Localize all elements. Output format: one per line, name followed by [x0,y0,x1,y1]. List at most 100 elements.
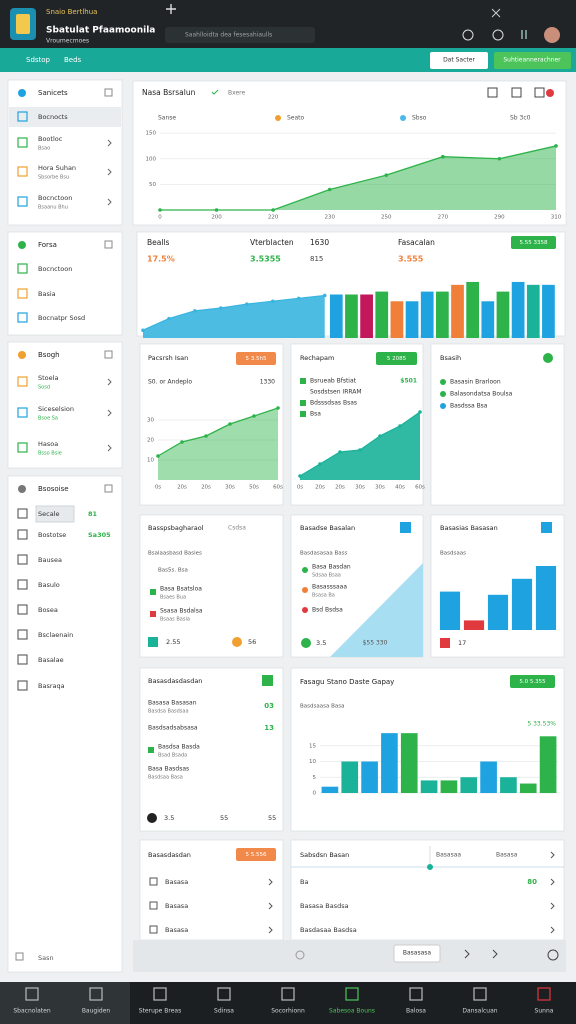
nav-item[interactable]: Bausea [38,556,62,564]
icon[interactable] [492,29,504,41]
address-bar[interactable] [165,27,315,43]
tab[interactable]: Basasa [496,852,518,859]
point [322,293,327,298]
list-item: Basdssa Bsa [450,403,488,410]
new-tab-icon[interactable] [166,4,176,14]
nav-item[interactable]: Siceselsion [38,405,74,413]
y-tick-label: 5 [313,775,317,781]
avatar[interactable] [544,27,560,43]
header-icon[interactable] [262,675,273,686]
taskbar-label[interactable]: Socorhionn [271,1008,305,1015]
taskbar-label[interactable]: Dansalcuan [462,1008,497,1015]
icon[interactable] [462,29,474,41]
nav-item[interactable]: Hasoa [38,440,58,448]
nav-item[interactable]: Bosea [38,606,58,614]
taskbar-label[interactable]: Sabesoa Bouns [329,1008,375,1015]
taskbar-label[interactable]: Baugiden [82,1008,111,1015]
y-tick-label: 10 [309,759,316,765]
settings-row[interactable]: Basasa Basdsa [300,902,349,910]
x-tick-label: 30s [375,485,385,491]
bar [539,736,557,793]
badge-label: 5 5.556 [246,852,267,858]
icon[interactable] [521,30,527,39]
nav-sub: Sbsorbe Bsu [38,175,69,181]
pager-button[interactable] [393,944,441,963]
primary-button[interactable] [494,52,571,69]
x-tick-label: 20s [177,485,187,491]
bar [329,294,343,338]
nav-sub: Bsso Bsie [38,451,62,457]
taskbar-icon[interactable] [25,987,39,1001]
menu-item[interactable]: Basasa [165,926,188,934]
taskbar-icon[interactable] [473,987,487,1001]
bar [405,301,419,338]
settings-row[interactable]: Ba [300,878,308,886]
close-icon[interactable] [491,8,501,18]
taskbar-icon[interactable] [281,987,295,1001]
collapse-icon[interactable] [104,350,113,359]
taskbar-icon[interactable] [153,987,167,1001]
nav-item[interactable]: Basulo [38,581,60,589]
header-icon[interactable] [487,87,498,98]
legend-dot [275,115,281,121]
nav-item[interactable]: Bootloc [38,135,63,143]
taskbar-label[interactable]: Sterupe Breas [139,1008,181,1015]
collapse-icon[interactable] [104,88,113,97]
taskbar-label[interactable]: Sunna [535,1008,554,1015]
secondary-button[interactable] [430,52,488,69]
taskbar-icon[interactable] [345,987,359,1001]
nav-item[interactable]: Bocnctoon [38,194,72,202]
collapse-icon[interactable] [104,484,113,493]
badge [236,352,276,365]
footer-value: 17 [458,639,466,647]
card-title: Basadse Basalan [300,524,355,532]
item-icon [17,312,28,323]
taskbar-icon[interactable] [537,987,551,1001]
card-action[interactable]: Csdsa [228,525,246,532]
tab[interactable]: Basasaa [436,852,461,859]
button-label[interactable]: Dat Sacter [443,57,475,64]
menu-item[interactable]: Basasa [165,902,188,910]
header-icon[interactable] [541,522,552,533]
toolbar-link[interactable]: Beds [64,56,82,64]
nav-item[interactable]: Stoela [38,374,58,382]
button-label[interactable]: Basasasa [403,950,432,957]
metric-label: Vterblacten [250,238,294,247]
toolbar-link[interactable]: Sdstop [26,56,51,64]
nav-item[interactable]: Bocnocts [38,113,68,121]
nav-item[interactable]: Bocnctoon [38,265,72,273]
header-icon[interactable] [400,522,411,533]
nav-item[interactable]: Bocnatpr Sosd [38,314,85,322]
taskbar-label[interactable]: Sdinsa [214,1008,234,1015]
taskbar-icon[interactable] [217,987,231,1001]
nav-item[interactable]: Bsclaenain [38,631,73,639]
list-item: Bsa [310,411,321,418]
bar [487,594,509,630]
footer-value: 3.5 [164,814,174,822]
collapse-icon[interactable] [104,240,113,249]
taskbar-icon[interactable] [89,987,103,1001]
menu-item[interactable]: Basasa [165,878,188,886]
header-icon[interactable] [511,87,522,98]
button-label[interactable]: Suhtieannerachner [503,57,561,64]
card [430,343,565,506]
nav-item[interactable]: Basraqa [38,682,65,690]
taskbar-label[interactable]: Sbacnolaten [13,1008,50,1015]
footer-icon [301,638,311,648]
taskbar-icon[interactable] [409,987,423,1001]
x-tick-label: 310 [551,215,562,221]
list-item: Bdsssdsas Bsas [310,400,357,407]
bar [390,301,404,338]
header-icon[interactable] [534,87,545,98]
taskbar-label[interactable]: Balosa [406,1008,426,1015]
nav-item[interactable]: Basalae [38,656,64,664]
chevron [107,409,112,417]
nav-item[interactable]: Basia [38,290,56,298]
settings-row[interactable]: Basdasaa Basdsa [300,926,357,934]
group-title: Forsa [38,241,57,249]
nav-item[interactable]: Bostotse [38,531,66,539]
nav-item[interactable]: Hora Suhan [38,164,76,172]
nav-item[interactable]: Secale [38,510,60,518]
group-title: Bsogh [38,351,60,359]
